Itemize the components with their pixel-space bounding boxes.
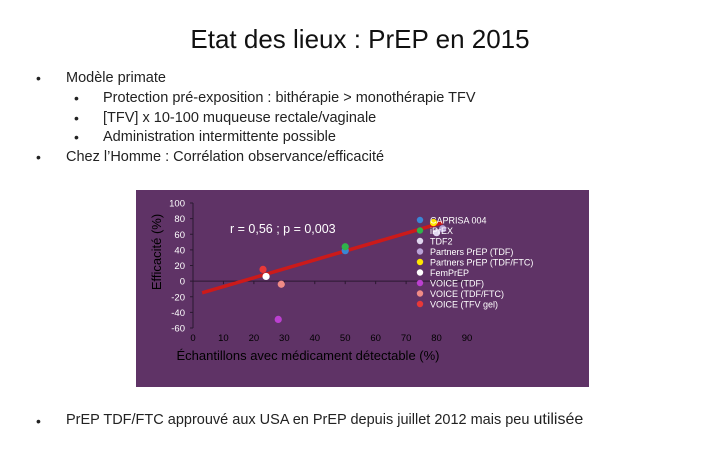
data-point — [259, 265, 267, 274]
legend-label: VOICE (TDF/FTC) — [430, 289, 504, 299]
y-tick-label: -60 — [171, 324, 185, 335]
bullet-text: Chez l’Homme : Corrélation observance/ef… — [66, 149, 385, 165]
y-tick-label: 40 — [174, 245, 185, 256]
legend-marker — [416, 227, 424, 234]
sub-bullet-marker: • — [74, 90, 79, 106]
slide-title: Etat des lieux : PrEP en 2015 — [190, 24, 530, 54]
sub-bullet-marker: • — [74, 129, 79, 145]
x-axis-label: Échantillons avec médicament détectable … — [176, 348, 439, 363]
y-tick-label: -20 — [171, 292, 185, 303]
legend-marker — [416, 216, 424, 224]
x-tick-label: 30 — [279, 333, 290, 344]
bullet-marker: • — [36, 70, 41, 86]
bullet-text: Modèle primate — [66, 70, 166, 86]
bullet-marker: • — [36, 149, 41, 165]
x-tick-label: 0 — [190, 333, 195, 344]
legend-label: Partners PrEP (TDF/FTC) — [430, 257, 533, 267]
legend-label: TDF2 — [430, 236, 453, 246]
x-tick-label: 40 — [309, 333, 320, 344]
x-tick-label: 90 — [462, 333, 473, 344]
trend-line — [201, 220, 444, 295]
y-tick-label: 0 — [180, 277, 185, 288]
y-tick-label: 60 — [174, 230, 185, 241]
legend-label: VOICE (TDF) — [430, 278, 484, 288]
legend-marker — [416, 300, 424, 308]
sub-bullet-text: Administration intermittente possible — [103, 129, 336, 145]
x-tick-label: 70 — [401, 333, 412, 344]
sub-bullet-marker: • — [74, 110, 79, 126]
y-tick-label: 20 — [174, 261, 185, 272]
data-point — [432, 229, 441, 237]
chart-panel: 100 80 60 40 20 0 -20 -40 -60 0 10 20 30 40 50 60 70 80 90… — [136, 190, 589, 387]
sub-bullet-text: Protection pré-exposition : bithérapie >… — [103, 90, 476, 106]
bottom-emphasis: utilisée — [533, 411, 584, 428]
data-point — [262, 272, 270, 281]
y-axis-label: Efficacité (%) — [149, 214, 164, 290]
x-tick-label: 20 — [249, 333, 260, 344]
sub-bullet-text: [TFV] x 10-100 muqueuse rectale/vaginale — [103, 110, 377, 126]
x-tick-label: 60 — [370, 333, 381, 344]
legend-marker — [416, 279, 424, 287]
data-point — [274, 315, 282, 324]
y-tick-label: 100 — [169, 199, 185, 210]
data-point — [429, 218, 438, 227]
scatter-chart: 100 80 60 40 20 0 -20 -40 -60 0 10 20 30 40 50 60 70 80 90… — [149, 199, 533, 364]
x-tick-label: 80 — [431, 333, 442, 344]
legend-marker — [416, 248, 424, 255]
legend-label: Partners PrEP (TDF) — [430, 247, 513, 257]
x-tick-label: 10 — [218, 333, 229, 344]
legend-marker — [416, 290, 424, 297]
bullet-marker: • — [36, 413, 41, 429]
legend-label: FemPrEP — [430, 268, 469, 278]
bottom-text: PrEP TDF/FTC approuvé aux USA en PrEP de… — [66, 412, 530, 428]
correlation-annotation: r = 0,56 ; p = 0,003 — [230, 222, 336, 236]
legend-marker — [416, 258, 424, 266]
data-point — [439, 225, 447, 233]
bottom-line: PrEP TDF/FTC approuvé aux USA en PrEP de… — [66, 411, 583, 429]
legend-label: iPrEX — [430, 226, 453, 236]
legend-marker — [416, 237, 424, 245]
data-point — [341, 243, 349, 251]
data-point — [277, 280, 285, 288]
legend-label: CAPRISA 004 — [430, 215, 487, 225]
y-tick-label: -40 — [171, 308, 185, 319]
legend-marker — [416, 269, 424, 276]
legend-label: VOICE (TFV gel) — [430, 299, 498, 309]
y-tick-label: 80 — [174, 214, 185, 225]
x-tick-label: 50 — [340, 333, 351, 344]
